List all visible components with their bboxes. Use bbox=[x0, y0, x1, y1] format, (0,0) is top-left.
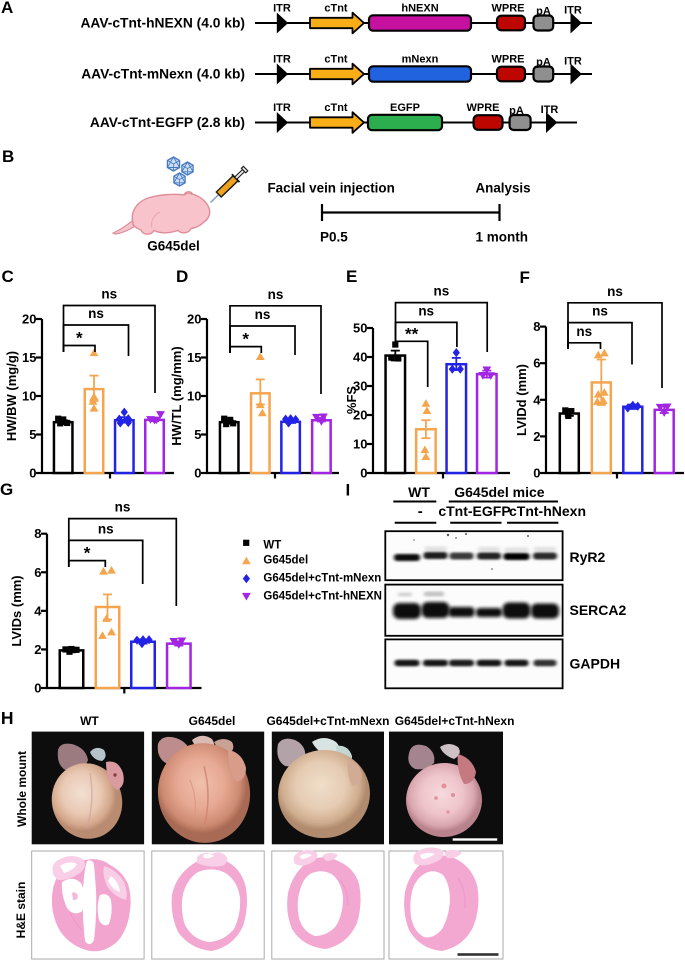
svg-text:SERCA2: SERCA2 bbox=[570, 602, 627, 618]
svg-text:Whole mount: Whole mount bbox=[15, 751, 29, 827]
svg-text:**: ** bbox=[405, 324, 419, 343]
svg-text:G645del: G645del bbox=[147, 239, 200, 254]
svg-text:A: A bbox=[1, 0, 13, 17]
svg-text:4: 4 bbox=[533, 392, 541, 407]
svg-text:Analysis: Analysis bbox=[476, 181, 531, 196]
svg-text:AAV-cTnt-hNEXN (4.0 kb): AAV-cTnt-hNEXN (4.0 kb) bbox=[80, 16, 245, 31]
svg-text:pA: pA bbox=[536, 57, 551, 69]
svg-text:ns: ns bbox=[576, 324, 592, 339]
svg-text:ITR: ITR bbox=[273, 102, 291, 114]
svg-text:ITR: ITR bbox=[564, 5, 582, 17]
svg-text:B: B bbox=[2, 147, 14, 166]
svg-text:10: 10 bbox=[187, 389, 201, 404]
svg-text:pA: pA bbox=[509, 105, 524, 117]
svg-text:C: C bbox=[2, 267, 14, 286]
svg-text:Facial vein injection: Facial vein injection bbox=[268, 181, 395, 196]
svg-text:P0.5: P0.5 bbox=[320, 230, 348, 245]
svg-text:HW/TL (mg/mm): HW/TL (mg/mm) bbox=[169, 346, 184, 445]
svg-text:ITR: ITR bbox=[273, 3, 291, 15]
svg-text:LVIDs (mm): LVIDs (mm) bbox=[9, 575, 24, 646]
svg-text:*: * bbox=[84, 544, 91, 563]
svg-text:G645del+cTnt-mNexn: G645del+cTnt-mNexn bbox=[263, 572, 381, 584]
svg-text:hNEXN: hNEXN bbox=[401, 3, 438, 15]
svg-text:ns: ns bbox=[268, 287, 284, 302]
svg-text:ns: ns bbox=[88, 306, 104, 321]
svg-text:WT: WT bbox=[263, 539, 281, 551]
svg-text:cTnt-hNexn: cTnt-hNexn bbox=[509, 503, 586, 519]
svg-text:ns: ns bbox=[607, 284, 623, 299]
svg-text:I: I bbox=[346, 481, 351, 500]
svg-text:ns: ns bbox=[255, 307, 271, 322]
svg-text:H: H bbox=[1, 708, 14, 728]
svg-text:30: 30 bbox=[353, 379, 367, 394]
svg-text:cTnt: cTnt bbox=[324, 102, 348, 114]
svg-text:2: 2 bbox=[533, 429, 540, 444]
svg-text:ns: ns bbox=[115, 500, 131, 515]
svg-text:5: 5 bbox=[194, 427, 201, 442]
svg-text:ns: ns bbox=[418, 303, 434, 318]
svg-text:WPRE: WPRE bbox=[492, 3, 525, 15]
svg-text:EGFP: EGFP bbox=[390, 102, 420, 114]
svg-text:*: * bbox=[76, 329, 83, 348]
svg-text:AAV-cTnt-EGFP (2.8 kb): AAV-cTnt-EGFP (2.8 kb) bbox=[90, 115, 245, 130]
svg-text:WT: WT bbox=[80, 714, 99, 728]
svg-text:E: E bbox=[346, 267, 357, 286]
svg-text:%FS: %FS bbox=[344, 386, 359, 415]
svg-text:F: F bbox=[520, 268, 530, 287]
svg-text:0: 0 bbox=[360, 466, 367, 481]
svg-text:HW/BW (mg/g): HW/BW (mg/g) bbox=[4, 351, 19, 441]
svg-text:1 month: 1 month bbox=[476, 230, 529, 245]
svg-text:0: 0 bbox=[29, 466, 36, 481]
svg-text:mNexn: mNexn bbox=[402, 54, 439, 66]
svg-text:cTnt: cTnt bbox=[324, 54, 348, 66]
svg-text:WPRE: WPRE bbox=[492, 54, 525, 66]
svg-text:ns: ns bbox=[101, 287, 117, 302]
svg-text:cTnt: cTnt bbox=[324, 3, 348, 15]
svg-text:0: 0 bbox=[194, 466, 201, 481]
svg-text:ns: ns bbox=[433, 284, 449, 299]
svg-text:5: 5 bbox=[29, 427, 36, 442]
svg-text:G645del+cTnt-mNexn: G645del+cTnt-mNexn bbox=[266, 714, 389, 728]
svg-text:ns: ns bbox=[592, 304, 608, 319]
svg-text:G645del: G645del bbox=[263, 555, 308, 567]
svg-text:ns: ns bbox=[98, 521, 114, 536]
svg-text:0: 0 bbox=[533, 466, 540, 481]
svg-text:ITR: ITR bbox=[541, 104, 559, 116]
svg-text:G645del mice: G645del mice bbox=[454, 484, 544, 500]
svg-text:WPRE: WPRE bbox=[467, 102, 500, 114]
svg-text:0: 0 bbox=[34, 681, 41, 696]
svg-text:6: 6 bbox=[34, 565, 41, 580]
svg-text:20: 20 bbox=[22, 312, 36, 327]
svg-text:ITR: ITR bbox=[564, 56, 582, 68]
svg-text:20: 20 bbox=[187, 312, 201, 327]
svg-text:G645del+cTnt-hNEXN: G645del+cTnt-hNEXN bbox=[263, 590, 382, 602]
svg-text:6: 6 bbox=[533, 356, 540, 371]
svg-text:G645del+cTnt-hNexn: G645del+cTnt-hNexn bbox=[395, 714, 515, 728]
svg-text:AAV-cTnt-mNexn (4.0 kb): AAV-cTnt-mNexn (4.0 kb) bbox=[81, 67, 245, 82]
svg-text:WT: WT bbox=[408, 484, 430, 500]
svg-text:D: D bbox=[176, 267, 188, 286]
svg-text:8: 8 bbox=[34, 526, 41, 541]
svg-text:4: 4 bbox=[34, 603, 42, 618]
svg-text:pA: pA bbox=[536, 6, 551, 18]
svg-text:40: 40 bbox=[353, 350, 367, 365]
svg-text:15: 15 bbox=[187, 350, 201, 365]
svg-text:*: * bbox=[242, 330, 249, 349]
svg-text:10: 10 bbox=[353, 437, 367, 452]
svg-text:15: 15 bbox=[22, 350, 36, 365]
svg-text:8: 8 bbox=[533, 319, 540, 334]
svg-text:50: 50 bbox=[353, 321, 367, 336]
svg-text:cTnt-EGFP: cTnt-EGFP bbox=[438, 503, 510, 519]
svg-text:GAPDH: GAPDH bbox=[570, 656, 621, 672]
svg-text:-: - bbox=[418, 503, 423, 520]
svg-text:2: 2 bbox=[34, 642, 41, 657]
svg-text:H&E stain: H&E stain bbox=[14, 882, 28, 939]
svg-text:G645del: G645del bbox=[189, 714, 236, 728]
svg-text:G: G bbox=[0, 480, 13, 499]
svg-text:RyR2: RyR2 bbox=[570, 549, 606, 565]
svg-text:LVIDd (mm): LVIDd (mm) bbox=[514, 364, 529, 436]
svg-text:10: 10 bbox=[22, 389, 36, 404]
svg-text:ITR: ITR bbox=[273, 54, 291, 66]
svg-text:20: 20 bbox=[353, 408, 367, 423]
